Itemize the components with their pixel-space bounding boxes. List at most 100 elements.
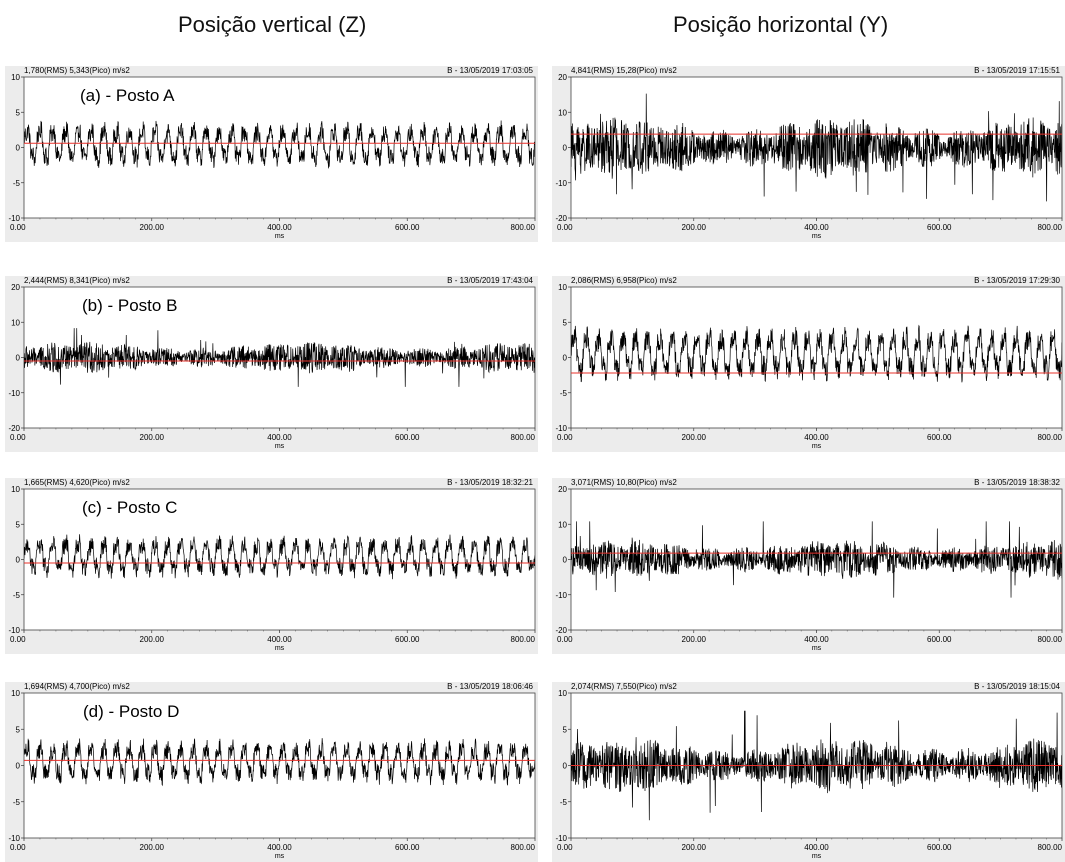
x-tick-label: 600.00 [927,843,952,852]
x-tick-label: 0.00 [557,635,573,644]
y-tick-label: 5 [16,108,21,117]
x-tick-label: 600.00 [927,433,952,442]
plot-area [23,692,536,839]
chart-panel: 20 10 0 -10 -20 0.00 200.00 400.00 600.00 800.00 m… [5,276,538,452]
y-tick-label: 0 [563,354,568,363]
x-tick-label: 600.00 [927,223,952,232]
signal-series [571,93,1062,202]
x-tick-label: 200.00 [140,843,165,852]
x-tick-label: 800.00 [511,433,536,442]
x-axis-label: ms [812,233,822,240]
column-title-vertical: Posição vertical (Z) [178,12,367,37]
signal-series [24,120,535,169]
y-tick-label: 10 [558,283,567,292]
y-tick-label: -10 [8,834,20,843]
x-tick-label: 400.00 [267,635,292,644]
chart-tag-label: (a) - Posto A [80,86,175,105]
x-tick-label: 800.00 [1038,433,1063,442]
x-tick-label: 0.00 [557,223,573,232]
x-tick-label: 800.00 [1038,843,1063,852]
y-tick-label: 0 [563,556,568,565]
y-tick-label: 10 [11,485,20,494]
x-tick-label: 600.00 [395,433,420,442]
x-tick-label: 0.00 [10,635,26,644]
chart-svg: 10 5 0 -5 -100.00 200.00 400.00 600.00 800.00 ms [8,485,535,652]
chart-panel: 10 5 0 -5 -10 0.00 200.00 400.00 600.00 800.00 ms 2… [552,276,1065,452]
y-tick-label: 10 [11,689,20,698]
x-tick-label: 200.00 [682,843,707,852]
chart-svg: 20 10 0 -10 -200.00 200.00 400.00 600.00 800.00 m… [555,485,1063,652]
y-tick-label: 10 [558,689,567,698]
y-tick-label: 10 [11,73,20,82]
x-tick-label: 800.00 [1038,635,1063,644]
chart-svg: 10 5 0 -5 -100.00 200.00 400.00 600.00 800.00 ms [555,283,1063,450]
chart-panel: 10 5 0 -5 -10 0.00 200.00 400.00 600.00 800.00 ms 1… [5,478,538,654]
x-tick-label: 200.00 [682,433,707,442]
chart-header-rms-peak: 2,444(RMS) 8,341(Pico) m/s2 [24,276,130,285]
signal-series [571,710,1062,821]
x-axis-label: ms [812,645,822,652]
x-tick-label: 400.00 [804,635,829,644]
chart-svg: 10 5 0 -5 -100.00 200.00 400.00 600.00 800.00 ms [8,689,536,860]
y-tick-label: -5 [13,798,21,807]
x-tick-label: 400.00 [804,843,829,852]
chart-header-rms-peak: 1,694(RMS) 4,700(Pico) m/s2 [24,682,130,691]
y-tick-label: 0 [16,762,21,771]
y-tick-label: 5 [16,725,21,734]
chart-tag-label: (c) - Posto C [82,498,178,517]
x-axis-label: ms [812,443,822,450]
y-tick-label: 0 [16,556,21,565]
chart-svg: 20 10 0 -10 -200.00 200.00 400.00 600.00 800.00 m… [8,283,536,450]
x-tick-label: 200.00 [140,635,165,644]
y-tick-label: 5 [563,725,568,734]
chart-header-rms-peak: 4,841(RMS) 15,28(Pico) m/s2 [571,66,677,75]
x-axis-label: ms [275,233,285,240]
y-tick-label: 0 [563,144,568,153]
chart-tag-label: (d) - Posto D [83,702,180,721]
y-tick-label: 0 [16,354,21,363]
chart-panel: 10 5 0 -5 -10 0.00 200.00 400.00 600.00 800.00 ms 2… [552,682,1065,862]
x-tick-label: 0.00 [557,433,573,442]
chart-header-rms-peak: 2,074(RMS) 7,550(Pico) m/s2 [571,682,677,691]
y-tick-label: -5 [13,179,21,188]
chart-header-timestamp: B - 13/05/2019 17:15:51 [974,66,1060,75]
x-tick-label: 200.00 [682,223,707,232]
x-tick-label: 200.00 [140,223,165,232]
chart-header-timestamp: B - 13/05/2019 18:06:46 [447,682,533,691]
chart-header-rms-peak: 1,665(RMS) 4,620(Pico) m/s2 [24,478,130,487]
x-axis-label: ms [812,853,822,860]
y-tick-label: -10 [555,591,567,600]
x-tick-label: 200.00 [682,635,707,644]
x-tick-label: 400.00 [267,223,292,232]
y-tick-label: 20 [558,485,567,494]
y-tick-label: -5 [13,591,21,600]
chart-svg: 20 10 0 -10 -200.00 200.00 400.00 600.00 800.00 m… [555,73,1062,240]
y-tick-label: 20 [558,73,567,82]
chart-header-timestamp: B - 13/05/2019 18:15:04 [974,682,1060,691]
chart-header-rms-peak: 3,071(RMS) 10,80(Pico) m/s2 [571,478,677,487]
signal-series [571,521,1062,598]
y-tick-label: 10 [558,108,567,117]
chart-header-timestamp: B - 13/05/2019 17:03:05 [447,66,533,75]
chart-panel: 20 10 0 -10 -20 0.00 200.00 400.00 600.00 800.00 m… [552,66,1065,242]
y-tick-label: -5 [560,389,568,398]
y-tick-label: -10 [8,626,20,635]
chart-tag-label: (b) - Posto B [82,296,178,315]
chart-header-rms-peak: 2,086(RMS) 6,958(Pico) m/s2 [571,276,677,285]
x-tick-label: 800.00 [511,843,536,852]
column-title-horizontal: Posição horizontal (Y) [673,12,889,37]
y-tick-label: -10 [8,389,20,398]
y-tick-label: 5 [16,520,21,529]
y-tick-label: 5 [563,318,568,327]
y-tick-label: -10 [555,179,567,188]
x-tick-label: 400.00 [804,223,829,232]
chart-header-timestamp: B - 13/05/2019 18:38:32 [974,478,1060,487]
chart-svg: 10 5 0 -5 -100.00 200.00 400.00 600.00 800.00 ms [8,73,536,240]
x-tick-label: 400.00 [267,433,292,442]
y-tick-label: 0 [563,762,568,771]
x-tick-label: 0.00 [10,433,26,442]
x-tick-label: 800.00 [511,223,536,232]
chart-header-rms-peak: 1,780(RMS) 5,343(Pico) m/s2 [24,66,130,75]
signal-series [24,328,535,387]
y-tick-label: -20 [555,626,567,635]
